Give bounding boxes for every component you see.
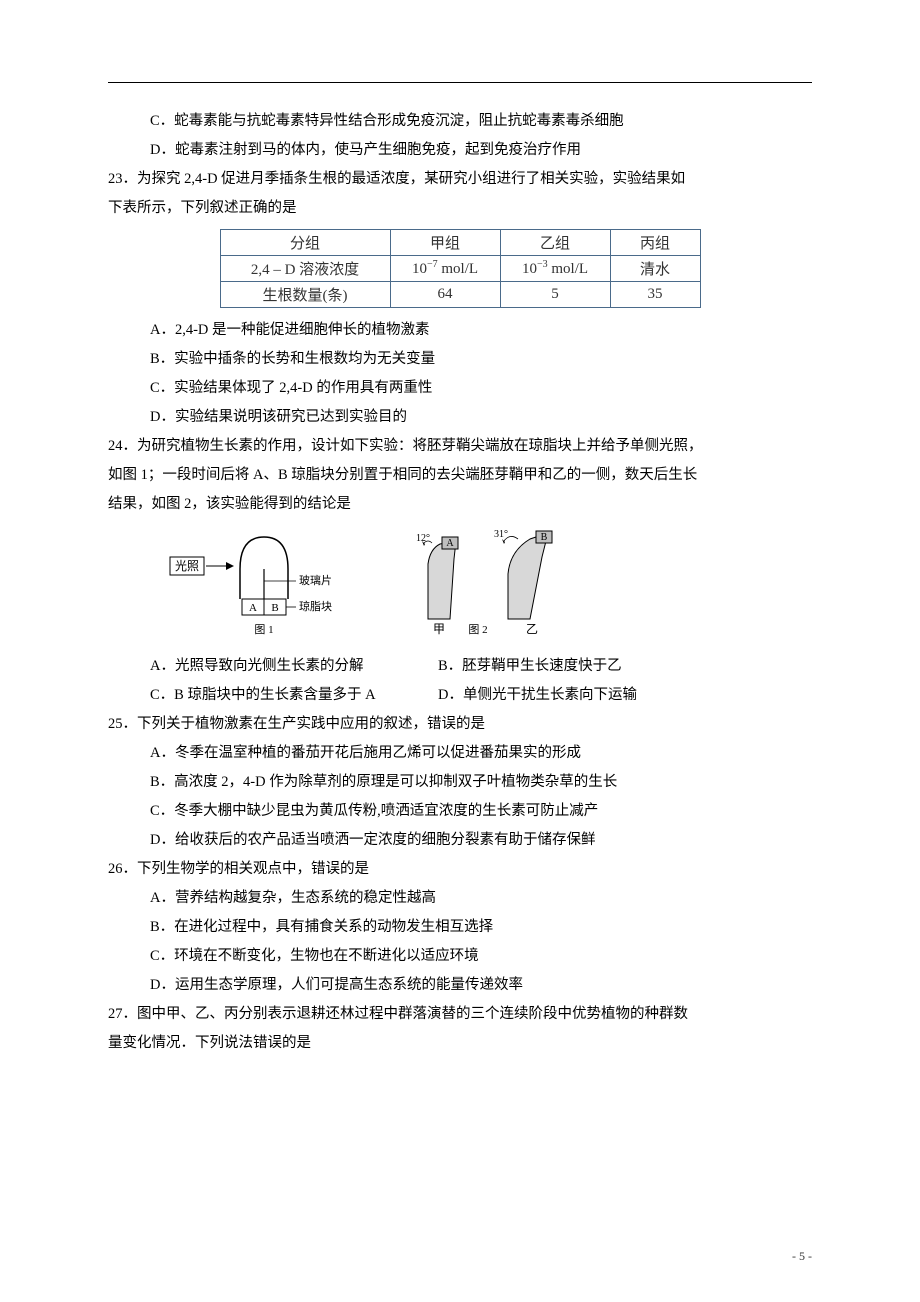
q27-stem-line2: 量变化情况．下列说法错误的是 [108, 1029, 812, 1058]
table-header-cell: 分组 [220, 230, 390, 256]
q24-option-b: B．胚芽鞘甲生长速度快于乙 [438, 652, 812, 681]
q23-option-d: D．实验结果说明该研究已达到实验目的 [108, 403, 812, 432]
q26-option-a: A．营养结构越复杂，生态系统的稳定性越高 [108, 884, 812, 913]
table-cell: 生根数量(条) [220, 282, 390, 308]
q23-option-c: C．实验结果体现了 2,4-D 的作用具有两重性 [108, 374, 812, 403]
table-cell: 10−7 mol/L [390, 256, 500, 282]
q24-option-d: D．单侧光干扰生长素向下运输 [438, 681, 812, 710]
q23-stem-line2: 下表所示，下列叙述正确的是 [108, 194, 812, 223]
agar-a-label: A [249, 602, 257, 614]
q22-option-d: D．蛇毒素注射到马的体内，使马产生细胞免疫，起到免疫治疗作用 [108, 136, 812, 165]
q24-options-row2: C．B 琼脂块中的生长素含量多于 A D．单侧光干扰生长素向下运输 [108, 681, 812, 710]
q25-stem: 25．下列关于植物激素在生产实践中应用的叙述，错误的是 [108, 710, 812, 739]
arrow-head-icon [226, 562, 234, 570]
glass-label: 玻璃片 [299, 573, 332, 587]
table-row: 生根数量(条) 64 5 35 [220, 282, 700, 308]
angle-a-label: 12° [416, 533, 430, 544]
jia-label: 甲 [433, 622, 445, 636]
table-header-cell: 甲组 [390, 230, 500, 256]
table-header-cell: 丙组 [610, 230, 700, 256]
q26-option-b: B．在进化过程中，具有捕食关系的动物发生相互选择 [108, 913, 812, 942]
q24-options-row1: A．光照导致向光侧生长素的分解 B．胚芽鞘甲生长速度快于乙 [108, 652, 812, 681]
q24-stem-line1: 24．为研究植物生长素的作用，设计如下实验：将胚芽鞘尖端放在琼脂块上并给予单侧光… [108, 432, 812, 461]
block-a-label: A [446, 538, 454, 549]
header-rule [108, 82, 812, 83]
table-row: 2,4 – D 溶液浓度 10−7 mol/L 10−3 mol/L 清水 [220, 256, 700, 282]
yi-label: 乙 [526, 622, 538, 636]
q27-stem-line1: 27．图中甲、乙、丙分别表示退耕还林过程中群落演替的三个连续阶段中优势植物的种群… [108, 1000, 812, 1029]
light-label-text: 光照 [175, 559, 199, 573]
table-cell: 2,4 – D 溶液浓度 [220, 256, 390, 282]
q25-option-d: D．给收获后的农产品适当喷洒一定浓度的细胞分裂素有助于储存保鲜 [108, 826, 812, 855]
q25-option-c: C．冬季大棚中缺少昆虫为黄瓜传粉,喷洒适宜浓度的生长素可防止减产 [108, 797, 812, 826]
page-container: C．蛇毒素能与抗蛇毒素特异性结合形成免疫沉淀，阻止抗蛇毒素毒杀细胞 D．蛇毒素注… [0, 0, 920, 1302]
shoot-jia: A 12° 甲 [416, 533, 458, 636]
q23-table: 分组 甲组 乙组 丙组 2,4 – D 溶液浓度 10−7 mol/L 10−3… [220, 229, 701, 308]
table-header-cell: 乙组 [500, 230, 610, 256]
q24-option-c: C．B 琼脂块中的生长素含量多于 A [108, 681, 438, 710]
q24-figure-2: A 12° 甲 B 31° [398, 529, 578, 644]
table-cell: 5 [500, 282, 610, 308]
fig1-caption: 图 1 [254, 623, 273, 636]
q23-stem-line1: 23．为探究 2,4-D 促进月季插条生根的最适浓度，某研究小组进行了相关实验，… [108, 165, 812, 194]
table-cell: 35 [610, 282, 700, 308]
q25-option-b: B．高浓度 2，4-D 作为除草剂的原理是可以抑制双子叶植物类杂草的生长 [108, 768, 812, 797]
q26-option-c: C．环境在不断变化，生物也在不断进化以适应环境 [108, 942, 812, 971]
q23-option-b: B．实验中插条的长势和生根数均为无关变量 [108, 345, 812, 374]
block-b-label: B [541, 532, 548, 543]
table-row: 分组 甲组 乙组 丙组 [220, 230, 700, 256]
table-cell: 清水 [610, 256, 700, 282]
q26-stem: 26．下列生物学的相关观点中，错误的是 [108, 855, 812, 884]
q24-fig1-svg: 光照 玻璃片 A B 琼脂块 图 1 [168, 529, 338, 639]
table-cell: 10−3 mol/L [500, 256, 610, 282]
q24-figure-1: 光照 玻璃片 A B 琼脂块 图 1 [168, 529, 338, 644]
q23-table-wrapper: 分组 甲组 乙组 丙组 2,4 – D 溶液浓度 10−7 mol/L 10−3… [108, 229, 812, 308]
q22-option-c: C．蛇毒素能与抗蛇毒素特异性结合形成免疫沉淀，阻止抗蛇毒素毒杀细胞 [108, 107, 812, 136]
q24-option-a: A．光照导致向光侧生长素的分解 [108, 652, 438, 681]
q25-option-a: A．冬季在温室种植的番茄开花后施用乙烯可以促进番茄果实的形成 [108, 739, 812, 768]
q24-diagram-wrapper: 光照 玻璃片 A B 琼脂块 图 1 [168, 529, 812, 644]
agar-b-label: B [271, 602, 278, 614]
page-number: - 5 - [792, 1249, 812, 1264]
angle-b-label: 31° [494, 529, 508, 540]
fig2-caption: 图 2 [468, 623, 487, 636]
table-cell: 64 [390, 282, 500, 308]
q24-stem-line2: 如图 1；一段时间后将 A、B 琼脂块分别置于相同的去尖端胚芽鞘甲和乙的一侧，数… [108, 461, 812, 490]
agar-label: 琼脂块 [299, 599, 332, 613]
q23-option-a: A．2,4-D 是一种能促进细胞伸长的植物激素 [108, 316, 812, 345]
shoot-yi: B 31° 乙 [494, 529, 552, 636]
q24-stem-line3: 结果，如图 2，该实验能得到的结论是 [108, 490, 812, 519]
q26-option-d: D．运用生态学原理，人们可提高生态系统的能量传递效率 [108, 971, 812, 1000]
q24-fig2-svg: A 12° 甲 B 31° [398, 529, 578, 639]
